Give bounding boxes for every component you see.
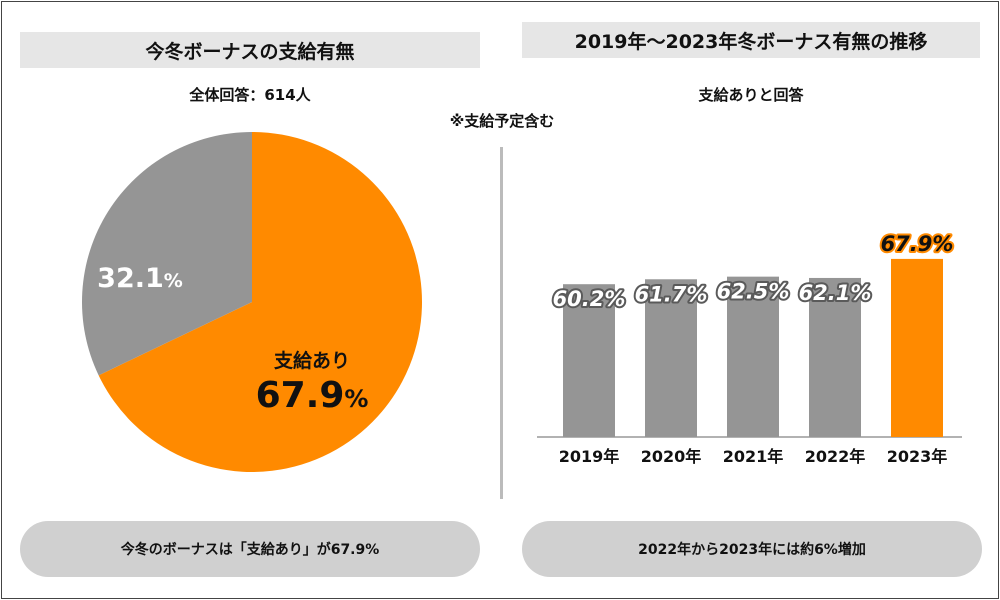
pie-slice-yes bbox=[98, 132, 423, 472]
pie-value-no-unit: % bbox=[164, 270, 183, 292]
right-panel-title: 2019年～2023年冬ボーナス有無の推移 bbox=[522, 22, 980, 58]
x-tick-label: 2020年 bbox=[641, 447, 702, 466]
pie-value-yes-number: 67.9 bbox=[256, 375, 345, 416]
x-tick-label: 2022年 bbox=[805, 447, 866, 466]
bar-value-label: 60.2% bbox=[553, 287, 626, 311]
bar-2021 bbox=[727, 276, 779, 437]
pie-label-yes: 支給あり bbox=[273, 349, 350, 372]
note-text: ※支給予定含む bbox=[449, 112, 555, 130]
x-tick-label: 2021年 bbox=[723, 447, 784, 466]
bar-value-label: 62.5% bbox=[717, 280, 790, 304]
pie-value-yes-unit: % bbox=[344, 385, 368, 413]
bar-2020 bbox=[645, 279, 697, 437]
bar-2019 bbox=[563, 284, 615, 437]
x-tick-label: 2023年 bbox=[887, 447, 948, 466]
right-panel-subtitle: 支給ありと回答 bbox=[698, 86, 804, 104]
x-tick-label: 2019年 bbox=[559, 447, 620, 466]
bar-value-label: 61.7% bbox=[635, 282, 708, 306]
pie-value-no-number: 32.1 bbox=[97, 263, 164, 294]
pie-value-yes: 67.9% bbox=[256, 375, 369, 416]
bar-chart: 60.2% 2019年 61.7% 2020年 62.5% 2021年 62.1% 2022年… bbox=[537, 230, 962, 466]
panel-divider bbox=[500, 147, 503, 499]
pie-value-no: 32.1% bbox=[97, 263, 183, 294]
bar-value-label: 62.1% bbox=[799, 281, 872, 305]
bar-2023 bbox=[891, 258, 943, 437]
bar-value-label: 67.9% bbox=[881, 232, 954, 256]
pie-slice-no bbox=[82, 132, 252, 376]
bar-2022 bbox=[809, 277, 861, 437]
left-panel-subtitle: 全体回答：614人 bbox=[189, 86, 311, 104]
left-panel-title: 今冬ボーナスの支給有無 bbox=[20, 32, 480, 68]
left-summary-pill: 今冬のボーナスは「支給あり」が67.9% bbox=[20, 521, 480, 577]
right-summary-pill: 2022年から2023年には約6%増加 bbox=[522, 521, 982, 577]
pie-chart: 32.1% 支給あり 67.9% bbox=[82, 132, 423, 472]
